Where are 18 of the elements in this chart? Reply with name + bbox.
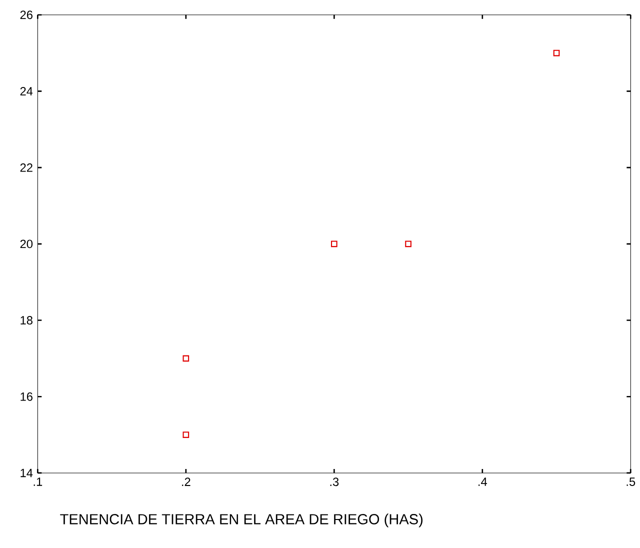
y-tick-label: 22 xyxy=(20,163,32,172)
x-tick-label: .4 xyxy=(478,477,488,486)
y-tick-label: 16 xyxy=(20,392,32,401)
x-tick-label: .2 xyxy=(182,477,190,486)
x-axis-title: TENENCIA DE TIERRA EN EL AREA DE RIEGO (HAS) xyxy=(60,514,422,528)
x-tick-label: .3 xyxy=(330,477,339,486)
point xyxy=(553,50,560,56)
y-tick-label: 14 xyxy=(20,468,33,477)
y-tick-label: 18 xyxy=(20,316,32,324)
y-tick-label: 24 xyxy=(20,86,33,96)
y-tick-label: 26 xyxy=(20,10,32,19)
point xyxy=(182,431,190,438)
point xyxy=(405,240,412,247)
x-tick-label: .1 xyxy=(34,477,42,486)
y-tick-label: 20 xyxy=(20,240,33,248)
point xyxy=(330,240,338,247)
x-tick-label: .5 xyxy=(626,477,636,486)
point xyxy=(182,355,190,362)
